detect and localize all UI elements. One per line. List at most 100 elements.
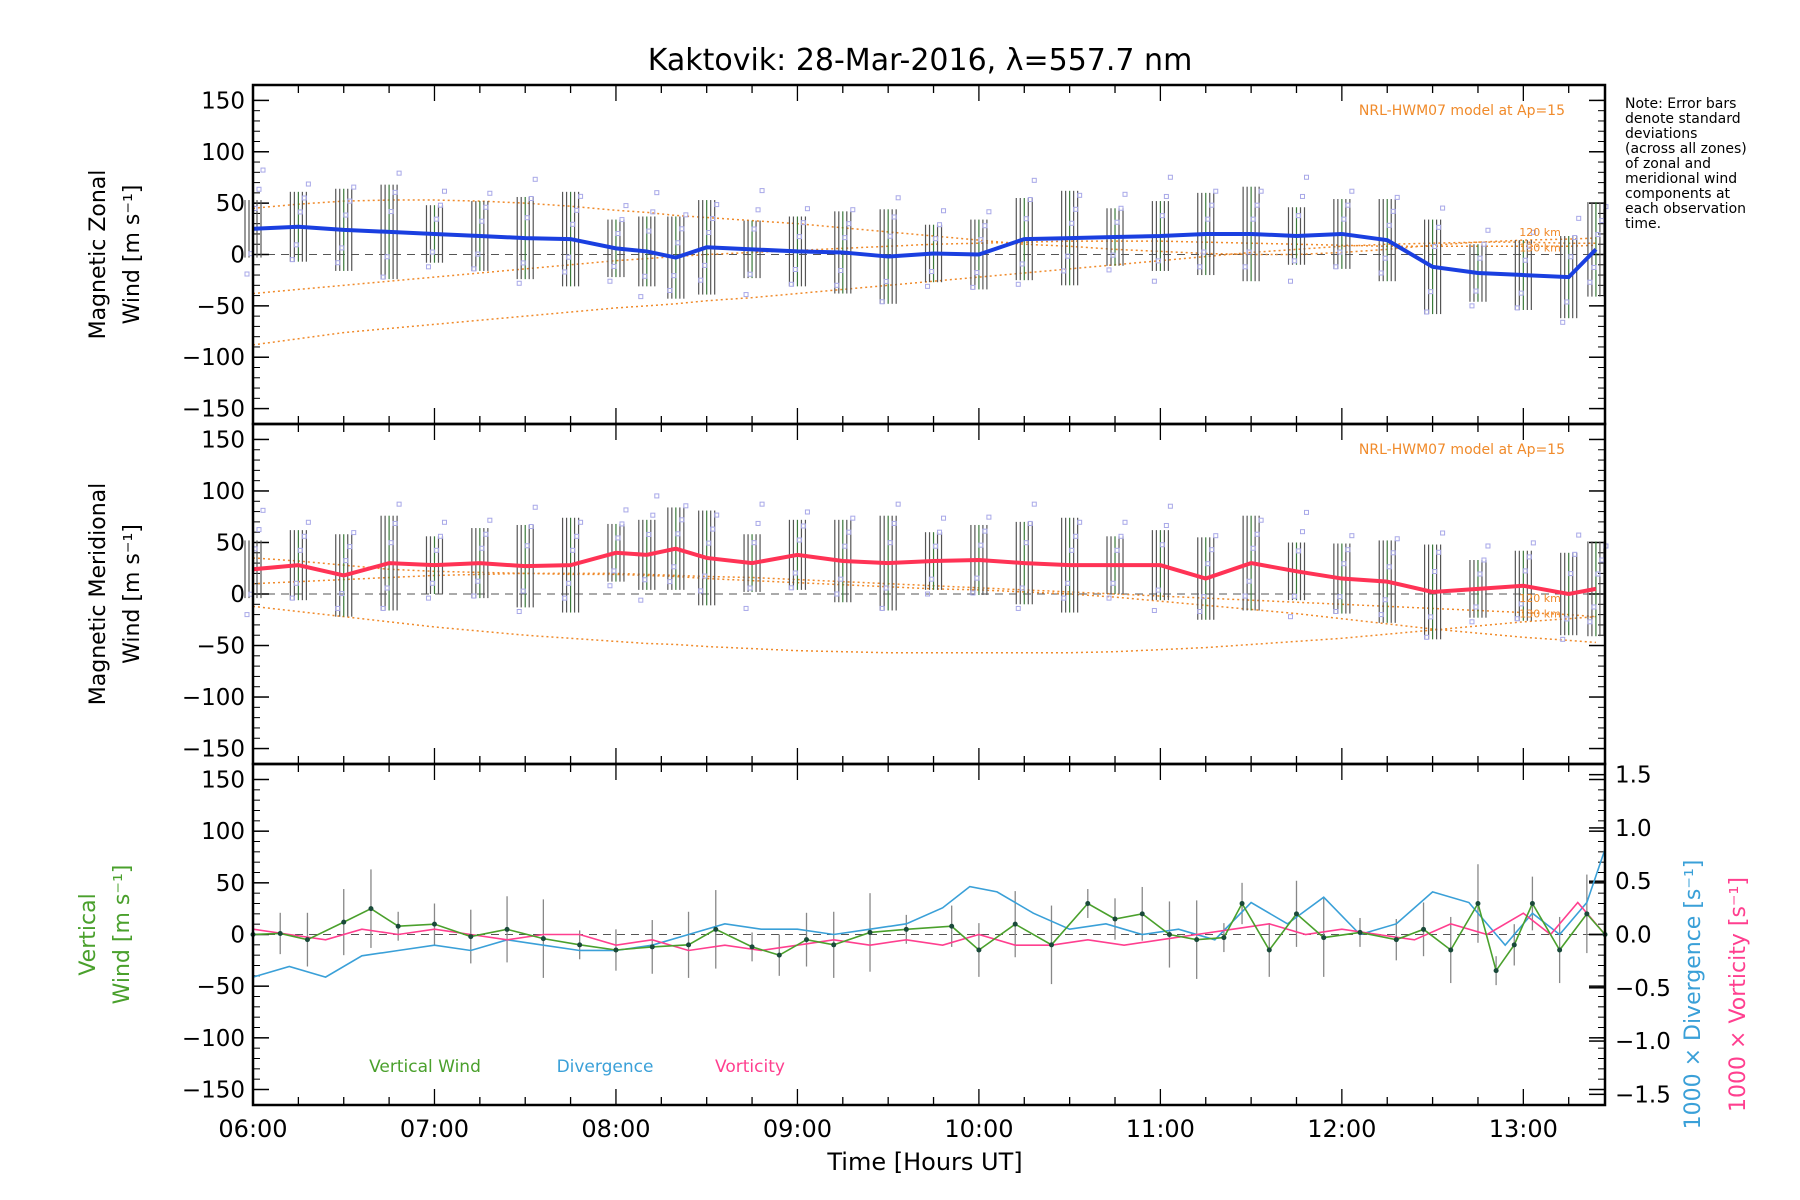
zone-marker [297,547,303,553]
vertical-wind-point [1085,901,1091,906]
zone-marker [392,520,398,526]
vertical-wind-point [395,923,401,929]
x-tick-label: 07:00 [400,1115,469,1143]
zone-marker [1213,533,1219,539]
zone-marker [1518,601,1524,607]
zone-marker [1560,636,1566,642]
zone-marker [1163,193,1169,199]
figure-title: Kaktovik: 28-Mar-2016, λ=557.7 nm [648,43,1193,78]
zone-marker [437,533,443,539]
zone-marker [528,196,534,202]
vertical-wind-point [867,929,873,935]
zone-marker [1382,255,1388,261]
zone-marker [524,543,530,549]
y-tick-label: 0 [230,923,245,949]
vertical-wind-point [277,930,283,936]
zone-marker [1159,542,1165,548]
zone-marker [1522,568,1528,574]
zone-marker [1341,216,1347,222]
zone-marker [1151,278,1157,284]
meridional-wind-line [252,546,1597,597]
zone-marker [1526,554,1532,560]
zone-marker [516,609,522,615]
y-tick-label: 0 [230,243,245,269]
zone-marker [619,217,625,223]
vertical-wind-point [1357,929,1363,935]
zone-marker [1287,278,1293,284]
y-tick-label: 100 [201,479,245,505]
zone-marker [433,216,439,222]
zone-marker [1522,257,1528,263]
x-tick-label: 09:00 [763,1115,832,1143]
alt-label-130: 130 km [1519,241,1561,254]
zone-marker [487,517,493,523]
vertical-wind-point [1448,947,1454,953]
vertical-wind-point [1321,935,1327,941]
zone-marker [1077,519,1083,525]
zone-marker [970,284,976,290]
zone-marker [1250,216,1256,222]
zone-marker [646,531,652,537]
zone-marker [293,580,299,586]
vertical-wind-point [341,919,347,925]
zone-marker [671,564,677,570]
zone-marker [879,605,885,611]
alt-label-120: 120 km [1519,226,1561,239]
zone-marker [347,544,353,550]
zone-marker [1242,264,1248,270]
zone-marker [1394,194,1400,200]
zone-marker [895,501,901,507]
y2-divergence-label: 1000 × Divergence [s⁻¹] [1681,860,1706,1130]
vertical-wind-point [713,926,719,932]
zone-marker [615,231,621,237]
zone-marker [702,573,708,579]
zone-marker [1295,213,1301,219]
zone-marker [759,188,765,194]
zone-marker [301,195,307,201]
zone-marker [1295,548,1301,554]
zone-marker [1530,540,1536,546]
note-line: deviations [1625,126,1697,142]
zone-marker [1473,604,1479,610]
zone-marker [607,583,613,589]
zone-marker [1481,557,1487,563]
zone-marker [578,519,584,525]
zone-marker [1073,206,1079,212]
vertical-wind-point [1493,968,1499,974]
zone-marker [392,189,398,195]
zone-marker [471,266,477,272]
vorticity-line [252,901,1606,952]
zone-marker [1065,580,1071,586]
zone-marker [842,235,848,241]
note-line: meridional wind [1625,171,1737,187]
y-tick-label: −100 [182,685,245,711]
zone-marker [1201,594,1207,600]
vertical-wind-point [1557,947,1563,953]
vertical-wind-point [1475,901,1481,906]
y-tick-label: 150 [201,427,245,453]
zone-marker [1440,205,1446,211]
zone-marker [796,537,802,543]
zone-marker [1382,597,1388,603]
zone-marker [289,257,295,263]
panel-vertical: 150 100 50 0 −50 −100 −150 1.5 1.0 0.5 0.0 −0.5 −1.0… [76,763,1751,1130]
y2-tick-label: −0.5 [1615,976,1671,1002]
zone-marker [384,254,390,260]
zone-marker [1122,519,1128,525]
zone-marker [982,528,988,534]
zone-marker [788,585,794,591]
zone-marker [1386,564,1392,570]
zone-marker [1114,547,1120,553]
zone-marker [1069,547,1075,553]
zone-marker [1031,177,1037,183]
zone-marker [1568,571,1574,577]
zone-marker [487,190,493,196]
zone-marker [638,294,644,300]
zone-marker [343,212,349,218]
zone-marker [1424,309,1430,315]
zone-marker [883,278,889,284]
zone-marker [800,523,806,529]
vertical-wind-point [613,947,619,953]
zone-marker [429,580,435,586]
